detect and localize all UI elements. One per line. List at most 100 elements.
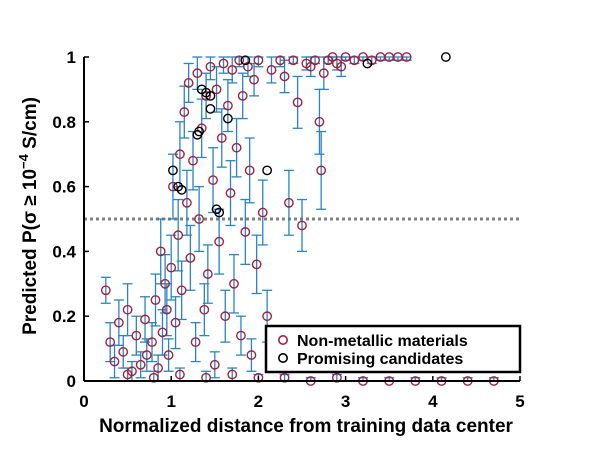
point-non-metallic — [318, 68, 329, 79]
point-non-metallic — [161, 304, 172, 315]
point-non-metallic — [240, 227, 251, 237]
point-non-metallic — [257, 207, 268, 218]
point-non-metallic — [236, 330, 246, 341]
point-non-metallic — [122, 369, 133, 380]
point-non-metallic — [253, 55, 264, 66]
x-tick-label: 0 — [79, 392, 88, 411]
legend-box — [264, 324, 522, 374]
legend-marker-promising — [277, 352, 288, 363]
point-promising — [222, 113, 233, 124]
point-non-metallic — [243, 61, 253, 72]
point-non-metallic — [183, 78, 194, 88]
point-non-metallic — [141, 350, 152, 360]
point-non-metallic — [349, 55, 360, 66]
point-non-metallic — [166, 262, 177, 273]
point-non-metallic — [185, 252, 196, 263]
point-non-metallic — [244, 165, 255, 176]
point-non-metallic — [181, 197, 192, 208]
legend: Non-metallic materials Promising candida… — [264, 324, 522, 374]
point-non-metallic — [163, 350, 174, 360]
x-tick-label: 2 — [254, 392, 263, 411]
legend-label-promising: Promising candidates — [297, 351, 463, 368]
point-promising — [211, 204, 222, 215]
point-non-metallic — [122, 304, 133, 315]
point-non-metallic — [358, 52, 368, 62]
x-tick-label: 1 — [166, 392, 175, 411]
point-non-metallic — [251, 259, 262, 270]
y-tick-label: 0 — [67, 372, 76, 391]
point-non-metallic — [227, 369, 238, 380]
point-non-metallic — [218, 58, 229, 69]
point-non-metallic — [196, 123, 207, 134]
point-non-metallic — [266, 65, 277, 75]
point-non-metallic — [188, 155, 198, 166]
y-ticks: 0 0.2 0.4 0.6 0.8 1 — [52, 48, 89, 391]
point-non-metallic — [220, 311, 231, 322]
x-tick-label: 4 — [428, 392, 438, 411]
data-points — [100, 52, 499, 386]
axes-box — [83, 57, 520, 382]
point-non-metallic — [205, 61, 216, 72]
point-non-metallic — [316, 165, 327, 176]
point-promising — [176, 184, 187, 195]
point-non-metallic — [401, 52, 412, 62]
y-axis-label-exponent: −4 — [16, 153, 31, 169]
point-non-metallic — [150, 295, 161, 305]
y-tick-label: 0.6 — [52, 178, 76, 197]
point-non-metallic — [275, 55, 286, 66]
point-non-metallic — [153, 363, 164, 373]
point-non-metallic — [192, 68, 203, 79]
point-non-metallic — [173, 230, 184, 241]
legend-label-non-metallic: Non-metallic materials — [297, 333, 468, 350]
point-non-metallic — [160, 278, 170, 289]
point-non-metallic — [340, 52, 351, 62]
y-tick-label: 0.4 — [52, 242, 76, 261]
point-non-metallic — [209, 359, 220, 370]
point-non-metallic — [199, 304, 210, 315]
point-non-metallic — [208, 175, 218, 186]
point-promising — [194, 126, 205, 137]
point-non-metallic — [216, 133, 227, 143]
point-non-metallic — [170, 317, 181, 328]
point-non-metallic — [194, 214, 205, 224]
point-non-metallic — [279, 71, 290, 82]
point-non-metallic — [190, 337, 201, 348]
point-non-metallic — [168, 181, 178, 192]
point-non-metallic — [135, 359, 146, 370]
point-non-metallic — [234, 55, 245, 66]
point-non-metallic — [155, 246, 166, 257]
point-non-metallic — [175, 369, 185, 380]
point-non-metallic — [118, 346, 129, 357]
point-non-metallic — [176, 285, 187, 296]
point-promising — [262, 165, 273, 176]
point-non-metallic — [229, 278, 239, 289]
point-promising — [205, 90, 216, 101]
point-non-metallic — [175, 149, 185, 160]
point-promising — [168, 165, 178, 176]
point-promising — [240, 55, 251, 66]
y-axis-label-prefix: Predicted P(σ ≥ 10 — [20, 169, 41, 335]
point-non-metallic — [246, 350, 257, 360]
point-non-metallic — [227, 65, 238, 75]
point-non-metallic — [202, 269, 213, 279]
point-non-metallic — [292, 97, 303, 108]
y-tick-label: 0.2 — [52, 307, 76, 326]
point-non-metallic — [100, 285, 111, 296]
point-non-metallic — [179, 107, 190, 117]
point-non-metallic — [297, 220, 307, 231]
point-non-metallic — [211, 84, 222, 95]
point-promising — [362, 58, 373, 69]
point-promising — [214, 207, 225, 218]
point-non-metallic — [140, 314, 150, 325]
point-non-metallic — [284, 197, 294, 208]
point-non-metallic — [336, 61, 347, 72]
point-promising — [440, 52, 451, 62]
point-non-metallic — [131, 330, 142, 341]
y-axis-label-suffix: S/cm) — [20, 97, 41, 154]
point-promising — [205, 103, 216, 114]
point-non-metallic — [225, 188, 236, 198]
x-axis-label: Normalized distance from training data c… — [99, 416, 513, 437]
y-axis-label: Predicted P(σ ≥ 10−4 S/cm) — [16, 97, 41, 335]
